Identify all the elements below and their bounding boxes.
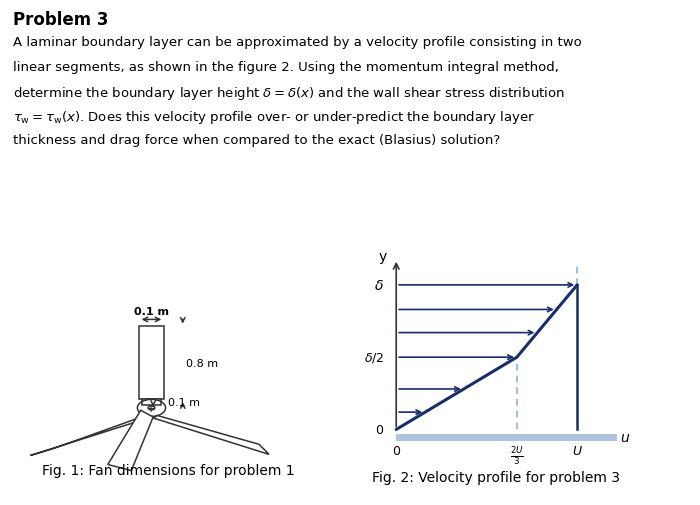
Text: Problem 3: Problem 3 [13, 11, 108, 29]
Text: linear segments, as shown in the figure 2. Using the momentum integral method,: linear segments, as shown in the figure … [13, 61, 559, 74]
Text: 0: 0 [392, 444, 400, 457]
Bar [139, 327, 164, 399]
Polygon shape [31, 416, 150, 456]
Text: 0.1 m: 0.1 m [134, 306, 169, 316]
Polygon shape [108, 411, 153, 471]
Text: thickness and drag force when compared to the exact (Blasius) solution?: thickness and drag force when compared t… [13, 133, 500, 146]
Bar [396, 434, 617, 441]
Text: 0.8 m: 0.8 m [186, 358, 218, 368]
Text: $\frac{2U}{3}$: $\frac{2U}{3}$ [510, 444, 524, 466]
Bar [142, 399, 161, 405]
Text: $\delta$: $\delta$ [374, 278, 384, 292]
Text: +: + [148, 403, 155, 413]
Text: y: y [379, 249, 387, 264]
Text: u: u [621, 431, 629, 444]
Text: determine the boundary layer height $\delta = \delta(x)$ and the wall shear stre: determine the boundary layer height $\de… [13, 85, 564, 102]
Text: $U$: $U$ [572, 444, 582, 457]
Text: Fig. 2: Velocity profile for problem 3: Fig. 2: Velocity profile for problem 3 [372, 470, 620, 484]
Text: $\tau_{\rm w} = \tau_{\rm w}(x)$. Does this velocity profile over- or under-pred: $\tau_{\rm w} = \tau_{\rm w}(x)$. Does t… [13, 109, 535, 126]
Text: $\delta/2$: $\delta/2$ [363, 350, 384, 365]
Polygon shape [153, 416, 269, 454]
Text: 0: 0 [375, 423, 384, 436]
Text: A laminar boundary layer can be approximated by a velocity profile consisting in: A laminar boundary layer can be approxim… [13, 36, 581, 49]
Text: 0.1 m: 0.1 m [168, 397, 200, 408]
Circle shape [148, 406, 155, 410]
Text: Fig. 1: Fan dimensions for problem 1: Fig. 1: Fan dimensions for problem 1 [42, 463, 295, 477]
